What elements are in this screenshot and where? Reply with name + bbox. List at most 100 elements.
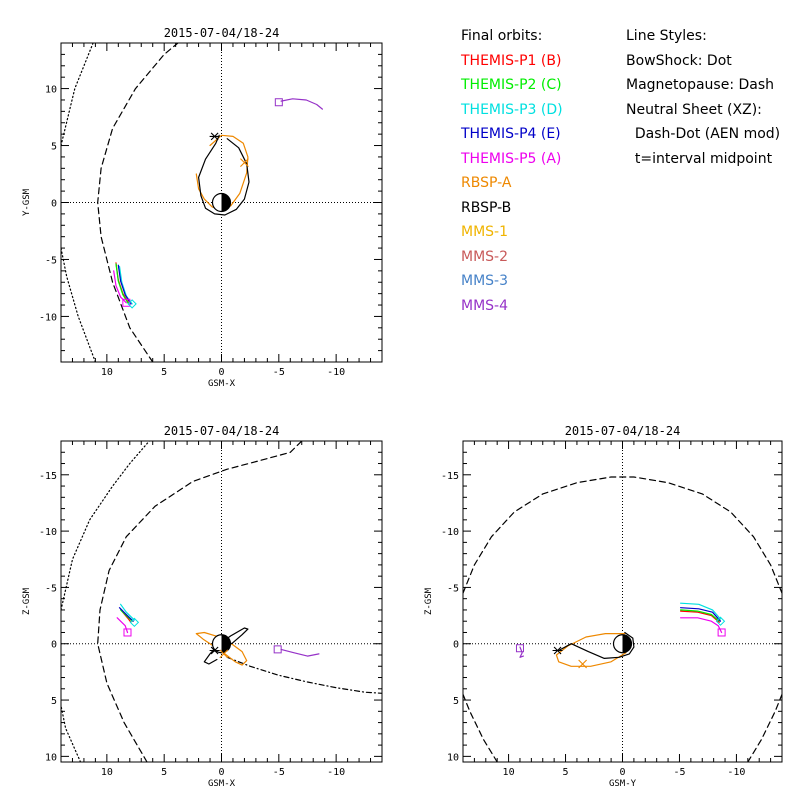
x-tick-label: 5	[161, 367, 167, 378]
cross-marker	[578, 659, 588, 669]
x-tick-label: -10	[727, 767, 745, 778]
earth-icon	[612, 634, 633, 654]
y-tick-label: 5	[51, 696, 57, 707]
square-marker	[274, 98, 283, 107]
series-line	[280, 98, 323, 110]
line-style-entry: t=interval midpoint	[626, 150, 773, 167]
series-line	[680, 609, 720, 622]
legend-item: THEMIS-P4 (E)	[461, 126, 561, 142]
series-line	[118, 265, 133, 305]
x-tick-label: 0	[218, 767, 224, 778]
line-style-entry: Magnetopause: Dash	[626, 77, 775, 93]
data-layer	[61, 43, 323, 362]
panel-title: 2015-07-04/18-24	[164, 424, 280, 438]
line-styles-lines: BowShock: Dot Magnetopause: Dash Neutral S…	[626, 49, 780, 172]
legend-item: THEMIS-P1 (B)	[461, 52, 562, 69]
legend-item: MMS-1	[461, 224, 509, 240]
x-tick-label: -10	[327, 767, 345, 778]
series-line	[61, 43, 94, 147]
star-marker	[209, 132, 220, 141]
data-layer	[463, 476, 782, 762]
y-tick-label: 0	[453, 640, 459, 651]
series-line	[558, 631, 635, 659]
series-line	[195, 134, 249, 210]
legend-item: MMS-2	[461, 248, 509, 265]
series-line	[226, 656, 382, 694]
x-tick-label: -5	[673, 767, 685, 778]
y-tick-label: 5	[51, 142, 57, 153]
x-tick-label: -10	[327, 367, 345, 378]
cross-marker	[219, 649, 229, 659]
y-axis-label: Y-GSM	[22, 188, 32, 216]
star-marker	[209, 646, 220, 655]
series-line	[97, 43, 179, 362]
panel-title: 2015-07-04/18-24	[565, 424, 681, 438]
square-marker	[717, 628, 726, 637]
legend-item: MMS-4	[461, 297, 509, 314]
series-line	[61, 247, 96, 362]
legend-item: MMS-3	[461, 273, 509, 289]
panel-yz: 2015-07-04/18-24 10 5 0 -5 -10 10 5 0 -5 -10 -15 GSM…	[424, 424, 783, 789]
series-line	[680, 610, 720, 623]
line-style-entry: Neutral Sheet (XZ):	[626, 101, 762, 118]
y-tick-label: -5	[45, 255, 57, 266]
series-line	[61, 441, 150, 611]
series-line	[519, 646, 524, 658]
y-tick-label: 10	[45, 85, 57, 96]
square-marker	[515, 644, 524, 653]
y-tick-label: -10	[39, 312, 57, 323]
series-line	[680, 602, 722, 620]
line-styles-legend: Line Styles: BowShock: Dot Magnetopause: …	[626, 24, 780, 171]
y-tick-label: -5	[45, 583, 57, 594]
square-marker	[273, 645, 282, 654]
series-line	[116, 617, 129, 634]
y-tick-label: -10	[39, 527, 57, 538]
y-axis-label: Z-GSM	[22, 587, 32, 615]
x-axis-label: GSM-X	[208, 379, 236, 389]
orbits-legend: Final orbits: THEMIS-P1 (B) THEMIS-P2 (C)…	[461, 24, 563, 318]
y-tick-label: 0	[51, 640, 57, 651]
y-tick-label: -15	[39, 471, 57, 482]
y-tick-label: 5	[453, 696, 459, 707]
line-styles-header: Line Styles:	[626, 28, 707, 44]
series-line	[680, 607, 722, 622]
panel-xz: 2015-07-04/18-24 10 5 0 -5 -10 10 5 0 -5 -10 -15 GSM…	[22, 424, 383, 789]
series-line	[747, 693, 782, 762]
x-tick-label: 10	[503, 767, 515, 778]
legend-item: THEMIS-P5 (A)	[461, 150, 562, 167]
x-tick-label: -5	[273, 367, 285, 378]
series-line	[97, 441, 303, 762]
orbits-legend-items: THEMIS-P1 (B) THEMIS-P2 (C) THEMIS-P3 (D) T…	[461, 49, 563, 319]
line-style-entry: Dash-Dot (AEN mod)	[626, 126, 781, 142]
cross-marker	[240, 158, 249, 168]
series-line	[113, 270, 127, 304]
x-axis-label: GSM-Y	[609, 779, 637, 789]
series-line	[463, 476, 782, 594]
y-tick-label: 10	[45, 752, 57, 763]
series-line	[61, 705, 82, 762]
series-line	[680, 617, 723, 634]
x-tick-label: 0	[218, 367, 224, 378]
series-line	[280, 648, 320, 657]
orbits-legend-header: Final orbits:	[461, 28, 543, 44]
y-tick-label: -5	[447, 583, 459, 594]
legend-item: THEMIS-P3 (D)	[461, 101, 563, 118]
y-axis-label: Z-GSM	[424, 587, 434, 615]
x-tick-label: 10	[101, 767, 113, 778]
x-tick-label: 5	[161, 767, 167, 778]
series-line	[118, 607, 134, 622]
x-tick-label: 0	[619, 767, 625, 778]
series-line	[463, 693, 498, 762]
y-tick-label: -10	[441, 527, 459, 538]
square-marker	[123, 628, 132, 637]
legend-item: THEMIS-P2 (C)	[461, 77, 562, 93]
panel-title: 2015-07-04/18-24	[164, 26, 280, 40]
series-line	[198, 134, 250, 216]
series-line	[120, 609, 133, 622]
x-axis-label: GSM-X	[208, 779, 236, 789]
legend-item: RBSP-A	[461, 175, 512, 191]
line-style-entry: BowShock: Dot	[626, 52, 732, 69]
y-tick-label: -15	[441, 471, 459, 482]
x-tick-label: 10	[101, 367, 113, 378]
